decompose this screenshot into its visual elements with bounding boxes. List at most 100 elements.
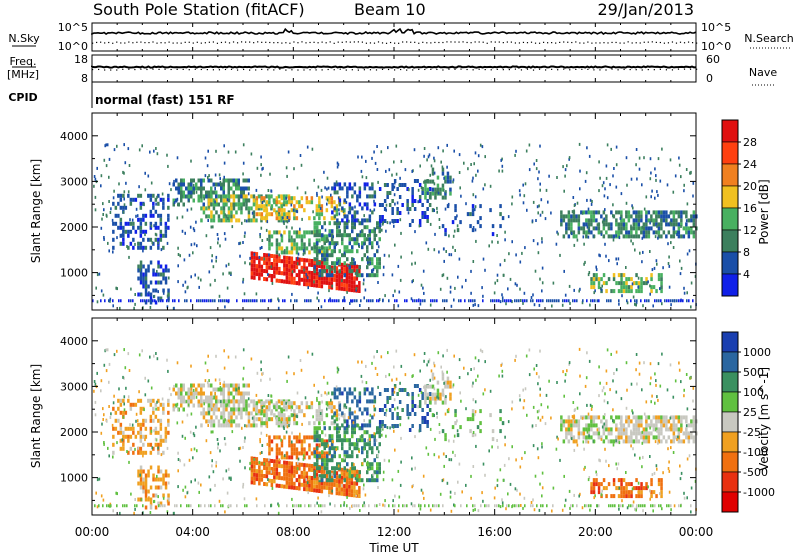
velocity-cell (253, 472, 256, 477)
velocity-cell (442, 452, 445, 456)
power-cell (373, 233, 376, 238)
power-cell (625, 285, 628, 290)
power-cell (690, 305, 692, 309)
power-cell (137, 292, 140, 297)
power-cell (144, 221, 148, 226)
power-cell (458, 171, 461, 174)
power-cell (302, 252, 305, 256)
velocity-cell (501, 362, 503, 366)
power-cell (151, 241, 154, 245)
power-cell (526, 299, 528, 303)
velocity-cell (286, 379, 288, 383)
power-cell (366, 257, 369, 262)
power-cell (657, 193, 659, 197)
power-cell (519, 193, 521, 197)
velocity-cell (643, 412, 646, 416)
velocity-cell (177, 391, 180, 396)
power-cell (434, 191, 437, 196)
power-cell (381, 228, 383, 232)
power-cell (501, 216, 505, 221)
velocity-cell (541, 486, 544, 490)
velocity-cell (247, 419, 251, 424)
velocity-cell (164, 485, 168, 490)
velocity-cell (285, 430, 288, 434)
velocity-cell (152, 398, 155, 403)
velocity-cell (331, 458, 334, 463)
power-cell (548, 174, 550, 178)
velocity-cell (222, 423, 226, 428)
power-cell (176, 197, 179, 201)
power-cell (195, 190, 198, 194)
velocity-cell (144, 481, 148, 486)
velocity-cell (630, 494, 633, 499)
power-cell (333, 265, 336, 270)
power-cell (280, 212, 284, 217)
power-cell (112, 201, 115, 206)
velocity-cell (150, 386, 153, 390)
power-cell (129, 221, 133, 226)
velocity-cell (280, 417, 284, 422)
velocity-cell (113, 353, 116, 357)
power-cell (162, 288, 165, 293)
power-cell (429, 303, 432, 307)
velocity-cell (592, 431, 596, 436)
power-cell (208, 205, 210, 209)
power-cell (166, 294, 169, 298)
power-cell (333, 190, 337, 195)
velocity-cell (573, 414, 575, 418)
velocity-cell (565, 419, 568, 424)
velocity-cell (346, 454, 349, 459)
velocity-cell (368, 478, 371, 483)
velocity-cell (421, 408, 424, 412)
velocity-cell (335, 471, 339, 476)
power-cell (108, 249, 110, 253)
power-cell (167, 296, 170, 301)
power-cell (280, 214, 283, 219)
power-cell (94, 177, 97, 181)
power-cell (187, 194, 190, 199)
power-cell (393, 224, 395, 228)
velocity-cell (381, 433, 383, 437)
power-cell (585, 230, 588, 235)
velocity-cell (617, 415, 621, 420)
power-cell (573, 209, 575, 213)
velocity-cell (227, 467, 230, 471)
power-cell (657, 273, 661, 278)
velocity-cell (610, 439, 613, 444)
velocity-cell (660, 419, 663, 424)
velocity-cell (275, 467, 279, 472)
power-cell (434, 232, 436, 236)
power-cell (247, 214, 251, 219)
power-cell (288, 230, 291, 235)
power-cell (540, 198, 543, 202)
power-cell (336, 182, 339, 187)
power-cell (372, 299, 374, 303)
power-cell (149, 300, 153, 305)
power-cell (531, 219, 534, 223)
power-cell (123, 171, 125, 175)
power-cell (469, 224, 472, 229)
velocity-cell (293, 447, 296, 452)
power-cell (391, 187, 394, 191)
velocity-cell (227, 355, 230, 359)
power-cell (346, 218, 349, 223)
power-cell (354, 205, 356, 209)
velocity-cell (351, 411, 354, 416)
power-cell (603, 194, 606, 198)
velocity-cell (692, 399, 694, 403)
velocity-cell (675, 415, 678, 420)
power-cell (283, 250, 286, 255)
power-cell (280, 246, 284, 251)
power-cell (205, 194, 208, 199)
power-cell (617, 257, 620, 261)
velocity-cell (618, 486, 621, 490)
velocity-cell (144, 473, 148, 478)
power-cell (682, 210, 686, 215)
power-cell (683, 189, 685, 193)
velocity-cell (627, 490, 631, 495)
velocity-cell (189, 430, 192, 434)
power-cell (167, 197, 170, 202)
velocity-cell (200, 483, 202, 487)
power-cell (596, 299, 599, 303)
power-cell (108, 175, 110, 179)
